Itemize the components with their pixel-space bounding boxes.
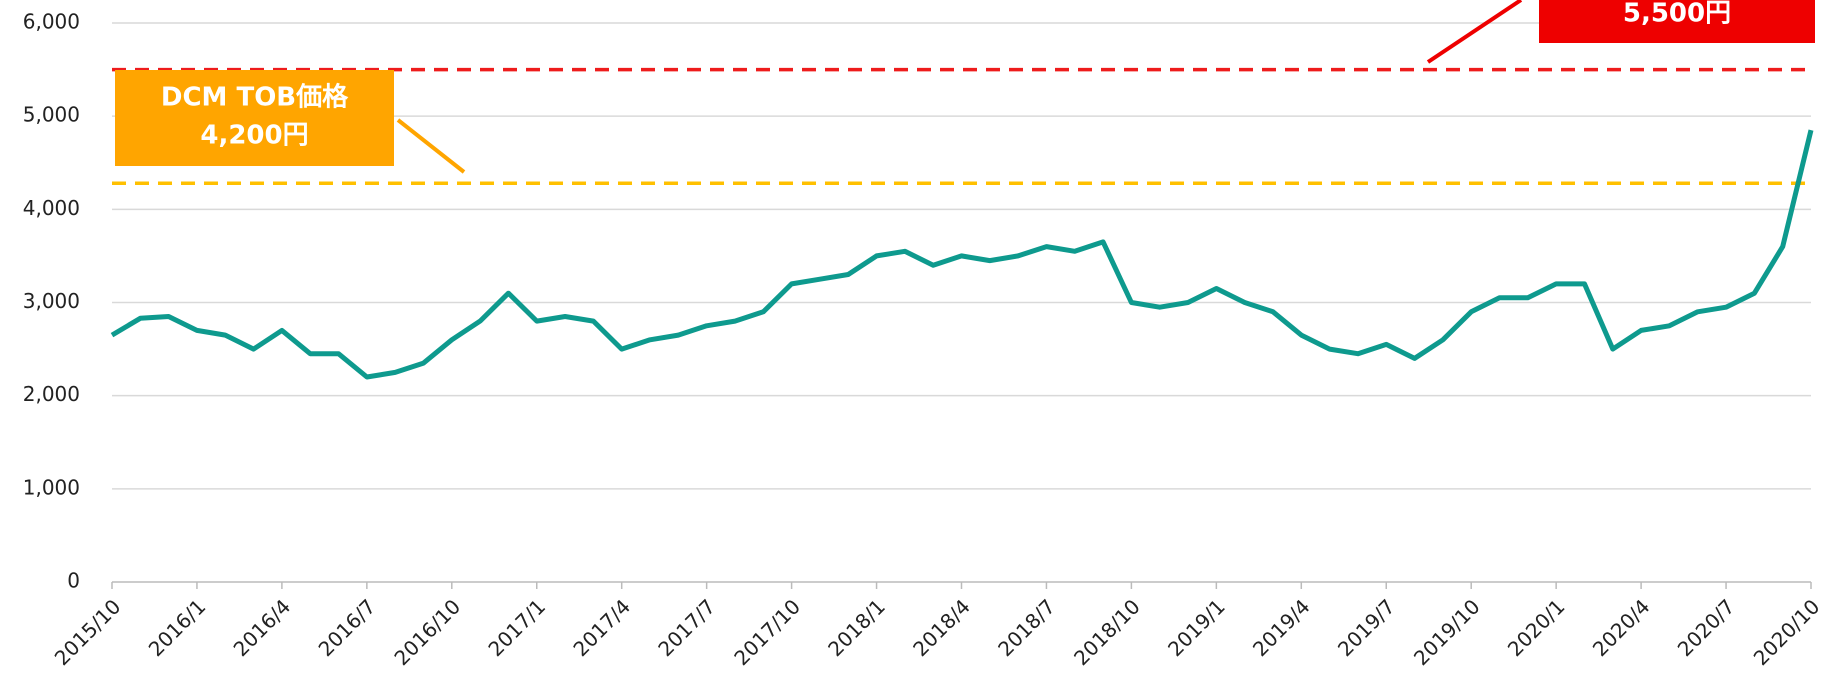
annotation-text: 4,200円 (200, 121, 308, 151)
x-tick-label: 2016/1 (144, 594, 211, 661)
x-tick-label: 2016/7 (314, 594, 381, 661)
price-line (110, 129, 1814, 380)
x-tick-label: 2020/7 (1673, 594, 1740, 661)
x-tick-label: 2016/4 (229, 594, 296, 661)
annotation-box (1539, 0, 1815, 43)
y-tick-label: 2,000 (23, 382, 80, 406)
x-tick-label: 2019/7 (1333, 594, 1400, 661)
x-tick-label: 2020/1 (1503, 594, 1570, 661)
x-tick-label: 2016/10 (389, 594, 465, 670)
annotation-box (115, 70, 394, 166)
x-tick-label: 2019/1 (1163, 594, 1230, 661)
y-tick-label: 0 (67, 569, 80, 593)
x-tick-label: 2017/7 (653, 594, 720, 661)
x-tick-label: 2019/10 (1409, 594, 1485, 670)
x-tick-label: 2017/10 (729, 594, 805, 670)
x-tick-label: 2018/7 (993, 594, 1060, 661)
x-tick-label: 2017/4 (568, 594, 635, 661)
x-tick-label: 2018/4 (908, 594, 975, 661)
x-tick-label: 2015/10 (50, 594, 126, 670)
y-tick-label: 1,000 (23, 475, 80, 499)
annotation-connector (1426, 0, 1523, 64)
x-tick-label: 2018/1 (823, 594, 890, 661)
x-tick-label: 2017/1 (483, 594, 550, 661)
y-tick-label: 3,000 (23, 289, 80, 313)
annotation-text: DCM TOB価格 (161, 82, 349, 113)
x-tick-label: 2020/10 (1749, 594, 1821, 670)
y-tick-label: 4,000 (23, 196, 80, 220)
x-tick-label: 2019/4 (1248, 594, 1315, 661)
y-tick-label: 6,000 (23, 10, 80, 34)
x-tick-label: 2020/4 (1588, 594, 1655, 661)
annotation-connector (396, 118, 466, 174)
annotation-text: 5,500円 (1623, 0, 1731, 29)
x-tick-label: 2018/10 (1069, 594, 1145, 670)
y-tick-label: 5,000 (23, 103, 80, 127)
